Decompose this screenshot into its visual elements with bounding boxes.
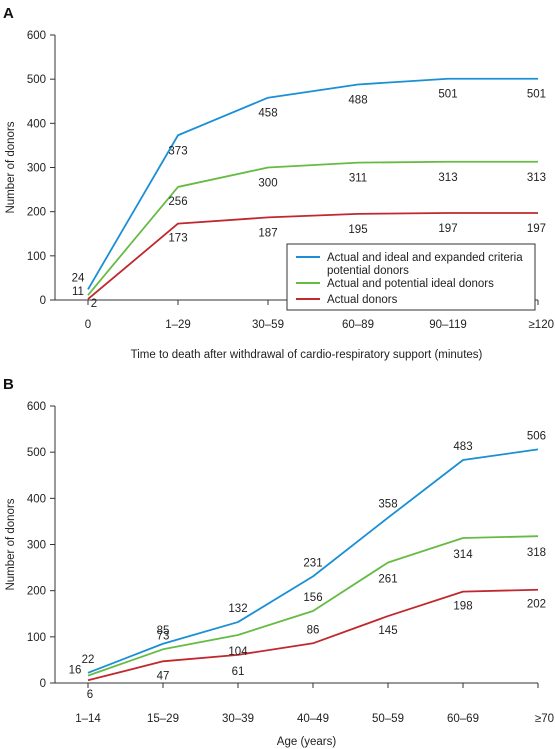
panel-b-series-1-line xyxy=(87,535,539,677)
panel-b-data-label: 314 xyxy=(453,549,473,561)
panel-a-y-tick-label: 200 xyxy=(27,207,46,219)
panel-a-x-tick-label: 1–29 xyxy=(165,319,191,331)
panel-b-data-label: 85 xyxy=(157,625,170,637)
panel-a-y-tick-label: 400 xyxy=(27,118,46,130)
panel-b-data-label: 86 xyxy=(307,624,320,636)
panel-a-y-axis-title: Number of donors xyxy=(5,121,17,213)
panel-b-data-label: 6 xyxy=(87,689,93,701)
panel-b-data-label: 483 xyxy=(453,441,472,453)
panel-b-data-label: 202 xyxy=(527,599,546,611)
panel-a-y-tick-label: 100 xyxy=(27,251,46,263)
panel-b-x-tick-label: 1–14 xyxy=(75,713,101,725)
panel-a-data-label: 24 xyxy=(72,272,85,284)
panel-a-data-label: 501 xyxy=(527,89,546,101)
panel-a-y-tick-label: 500 xyxy=(27,74,46,86)
panel-a-legend-label-1: Actual and potential ideal donors xyxy=(327,278,494,290)
panel-a-series-0-line xyxy=(87,77,538,290)
panel-a-x-tick-label: ≥120 xyxy=(529,319,555,331)
panel-b-y-tick-label: 500 xyxy=(27,447,46,459)
panel-a-data-label: 300 xyxy=(258,178,277,190)
panel-b-data-label: 132 xyxy=(228,603,247,615)
panel-a-data-label: 173 xyxy=(168,233,187,245)
panel-a-x-tick-label: 90–119 xyxy=(429,319,467,331)
panel-b-data-label: 358 xyxy=(378,499,397,511)
panel-a-legend-label-2: Actual donors xyxy=(327,294,398,306)
panel-b-data-label: 16 xyxy=(69,665,82,677)
panel-b-y-tick-label: 600 xyxy=(27,401,46,413)
panel-b-data-label: 506 xyxy=(527,430,546,442)
panel-b-y-tick-label: 200 xyxy=(27,586,46,598)
panel-b-data-label: 104 xyxy=(228,646,248,658)
panel-a-y-tick-label: 300 xyxy=(27,163,46,175)
panel-a-data-label: 311 xyxy=(349,173,367,185)
panel-b-y-tick-label: 0 xyxy=(40,678,46,690)
panel-b-x-tick-label: 50–59 xyxy=(372,713,404,725)
panel-a-data-label: 458 xyxy=(258,108,277,120)
panel-a-series-2-line xyxy=(87,212,538,300)
panel-a-data-label: 373 xyxy=(168,145,187,157)
panel-b-data-label: 47 xyxy=(157,670,170,682)
panel-a-y-tick-label: 600 xyxy=(27,30,46,42)
panel-a-data-label: 313 xyxy=(438,172,457,184)
panel-b-data-label: 156 xyxy=(303,592,322,604)
panel-b-data-label: 318 xyxy=(527,547,546,559)
panel-b-data-label: 22 xyxy=(82,654,95,666)
panel-a-data-label: 187 xyxy=(258,227,277,239)
panel-b-y-axis-title: Number of donors xyxy=(5,498,17,590)
panel-b-x-tick-label: ≥70 xyxy=(535,713,554,725)
panel-a-data-label: 197 xyxy=(438,223,457,235)
panel-a-data-label: 11 xyxy=(72,286,84,298)
panel-a-label: A xyxy=(3,5,14,22)
panel-a-x-tick-label: 60–89 xyxy=(342,319,374,331)
panel-a-x-tick-label: 30–59 xyxy=(252,319,284,331)
panel-b-data-label: 73 xyxy=(157,630,170,642)
panel-b-x-tick-label: 30–39 xyxy=(222,713,254,725)
panel-b-x-axis-title: Age (years) xyxy=(277,736,337,748)
panel-a-data-label: 501 xyxy=(438,89,457,101)
panel-a-data-label: 2 xyxy=(91,298,97,310)
panel-a-data-label: 256 xyxy=(168,196,187,208)
panel-a-data-label: 195 xyxy=(348,224,367,236)
panel-b-x-tick-label: 40–49 xyxy=(297,713,329,725)
panel-b-y-tick-label: 300 xyxy=(27,540,46,552)
panel-b-data-label: 198 xyxy=(453,601,472,613)
panel-b-series-0-line xyxy=(87,448,539,674)
panel-b-series-2-line xyxy=(87,588,539,682)
panel-a-data-label: 197 xyxy=(527,223,546,235)
panel-a-legend-label-0: Actual and ideal and expanded criteria po… xyxy=(327,252,523,277)
panel-b-data-label: 145 xyxy=(378,625,397,637)
panel-a-legend-box xyxy=(286,243,536,311)
panel-a-series-1-line xyxy=(87,160,538,296)
panel-a-x-axis-title: Time to death after withdrawal of cardio… xyxy=(131,349,483,361)
panel-b-y-tick-label: 400 xyxy=(27,493,46,505)
panel-b-x-tick-label: 15–29 xyxy=(147,713,179,725)
panel-a-x-tick-label: 0 xyxy=(85,319,91,331)
panel-a-y-tick-label: 0 xyxy=(40,295,46,307)
panel-a-data-label: 313 xyxy=(527,172,546,184)
panel-b-data-label: 61 xyxy=(232,666,245,678)
panel-b-data-label: 231 xyxy=(303,557,322,569)
panel-b-y-tick-label: 100 xyxy=(27,632,46,644)
panel-b-data-label: 261 xyxy=(378,574,397,586)
panel-b-label: B xyxy=(3,376,14,393)
panel-a-data-label: 488 xyxy=(348,94,367,106)
panel-b-x-tick-label: 60–69 xyxy=(447,713,479,725)
